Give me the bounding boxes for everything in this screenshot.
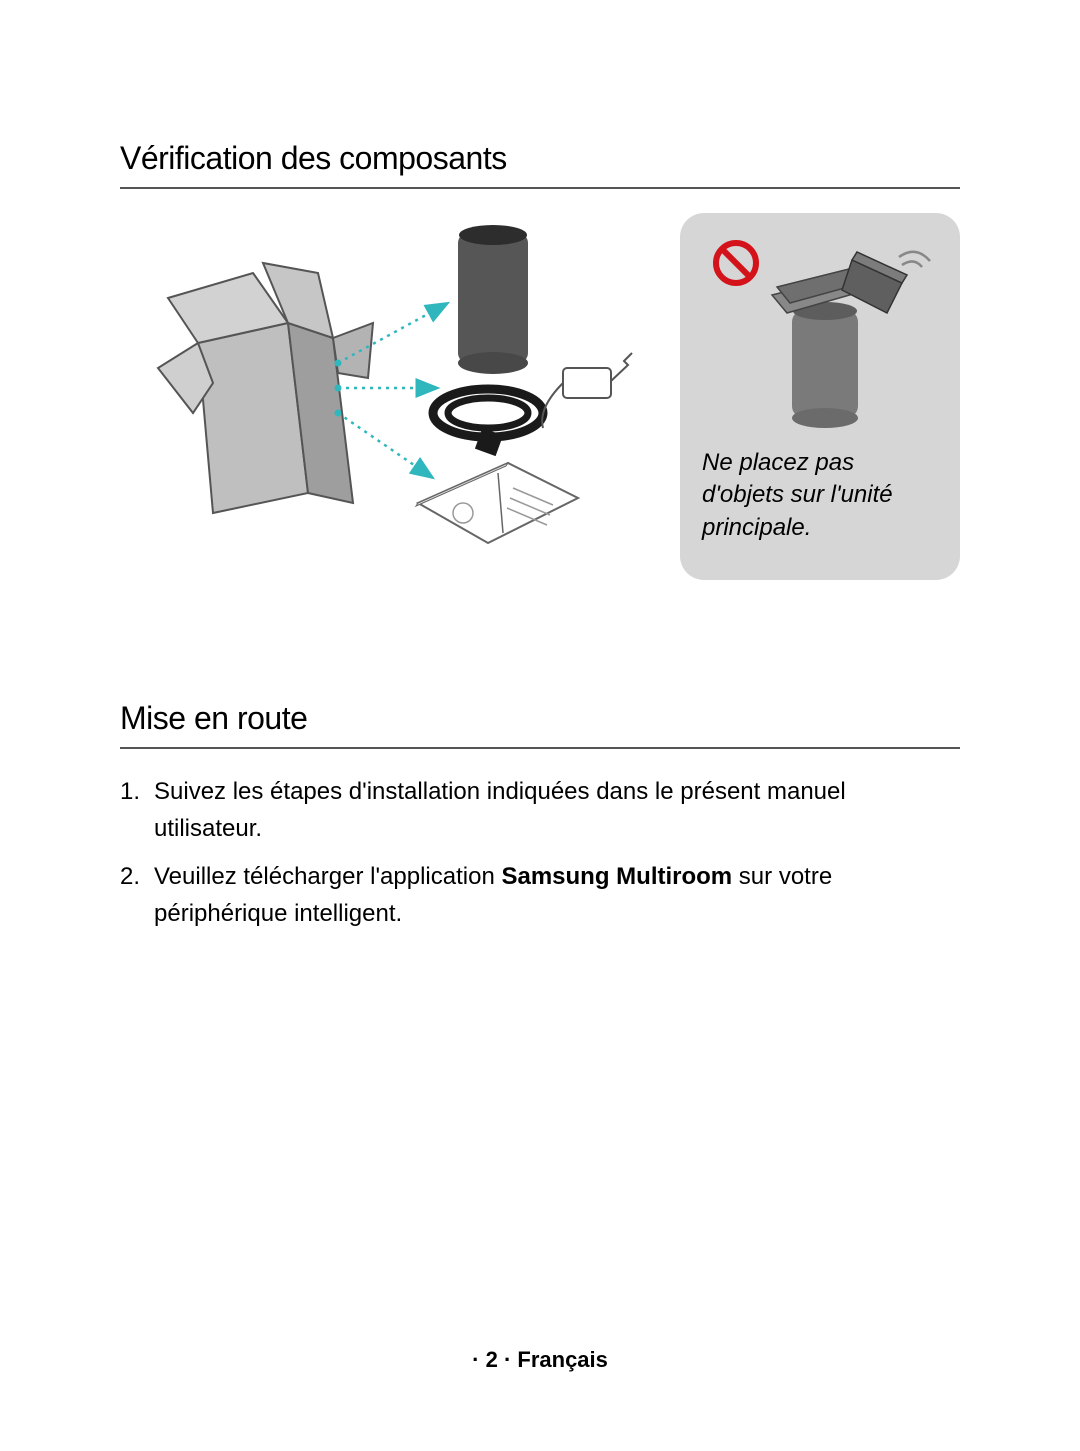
components-row: Ne placez pas d'objets sur l'unité princ… — [120, 213, 960, 580]
prohibit-icon — [716, 243, 756, 283]
warning-text: Ne placez pas d'objets sur l'unité princ… — [702, 447, 938, 544]
instruction-text-bold: Samsung Multiroom — [501, 863, 732, 890]
instruction-item: Veuillez télécharger l'application Samsu… — [120, 858, 960, 932]
footer-language: Français — [517, 1347, 608, 1372]
speaker-icon — [458, 225, 528, 374]
warning-illustration — [702, 235, 938, 435]
section-heading-getting-started: Mise en route — [120, 700, 960, 749]
page-footer: · 2 · Français — [0, 1347, 1080, 1373]
document-page: Vérification des composants — [0, 0, 1080, 1451]
instruction-item: Suivez les étapes d'installation indiqué… — [120, 773, 960, 847]
footer-dot: · — [472, 1347, 479, 1372]
footer-page-num: 2 — [486, 1347, 498, 1372]
footer-dot: · — [504, 1347, 511, 1372]
instruction-text: Suivez les étapes d'installation indiqué… — [154, 778, 846, 842]
warning-speaker-icon — [792, 302, 858, 428]
section-heading-components: Vérification des composants — [120, 140, 960, 189]
instruction-text-pre: Veuillez télécharger l'application — [154, 863, 501, 890]
manual-icon — [416, 463, 578, 543]
components-illustration — [120, 213, 656, 553]
instructions-list: Suivez les étapes d'installation indiqué… — [120, 773, 960, 932]
warning-panel: Ne placez pas d'objets sur l'unité princ… — [680, 213, 960, 580]
